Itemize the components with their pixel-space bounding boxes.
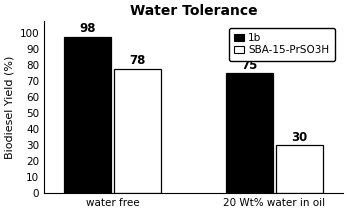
Text: 30: 30: [291, 131, 307, 144]
Bar: [114, 68, 161, 193]
Bar: [276, 145, 323, 193]
Text: 78: 78: [129, 54, 146, 67]
Y-axis label: Biodiesel Yield (%): Biodiesel Yield (%): [4, 55, 14, 159]
Legend: 1b, SBA-15-PrSO3H: 1b, SBA-15-PrSO3H: [229, 28, 335, 61]
Title: Water Tolerance: Water Tolerance: [130, 4, 257, 18]
Text: 75: 75: [241, 59, 258, 72]
Bar: [64, 37, 111, 193]
Text: 98: 98: [79, 22, 96, 35]
Bar: [226, 73, 273, 193]
